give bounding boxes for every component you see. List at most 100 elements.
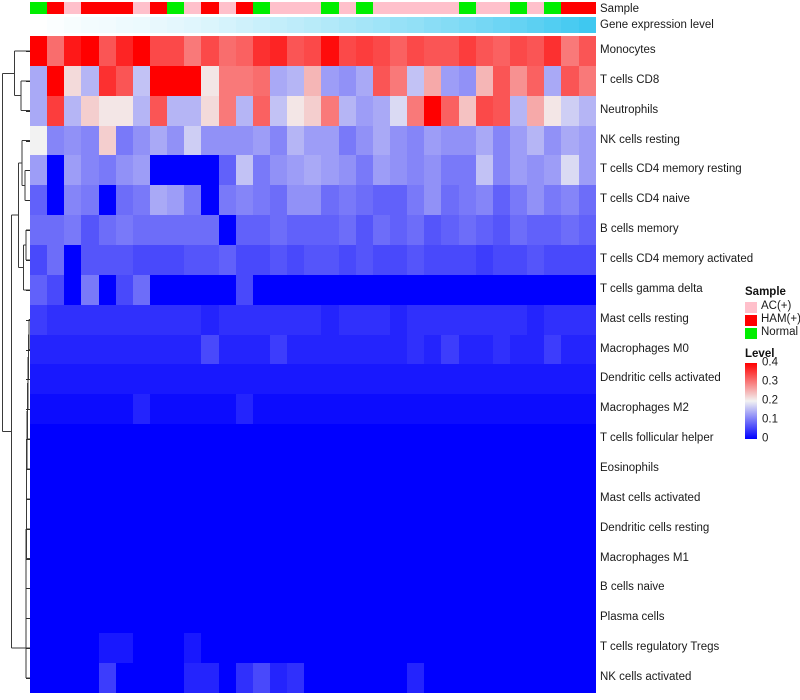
heatmap-cell (98, 215, 116, 246)
heatmap-cell (561, 155, 579, 186)
heatmap-cell (509, 245, 528, 275)
heatmap-cell (149, 454, 168, 484)
row-tick (26, 170, 30, 172)
gene-expression-annotation-cell (201, 17, 219, 33)
heatmap-cell (338, 155, 356, 186)
heatmap-cell (269, 215, 288, 246)
heatmap-cell (424, 663, 442, 693)
heatmap-cell (458, 95, 476, 126)
heatmap-cell (201, 483, 219, 514)
heatmap-cell (115, 65, 133, 96)
heatmap-cell (355, 95, 373, 126)
heatmap-cell (509, 483, 528, 514)
heatmap-cell (527, 424, 545, 455)
heatmap-cell (218, 603, 236, 634)
heatmap-cell (132, 334, 150, 365)
heatmap-cell (561, 304, 579, 335)
heatmap-cell (372, 364, 390, 395)
heatmap-cell (458, 274, 476, 305)
heatmap-cell (492, 364, 510, 395)
sample-annotation-cell (252, 2, 270, 14)
heatmap-cell (304, 483, 322, 514)
heatmap-cell (132, 125, 150, 156)
heatmap-cell (218, 155, 236, 186)
heatmap-cell (441, 513, 459, 544)
heatmap-cell (338, 274, 356, 305)
heatmap-cell (235, 334, 253, 365)
heatmap-cell (81, 245, 99, 275)
heatmap-cell (492, 155, 510, 186)
heatmap-cell (47, 543, 65, 574)
heatmap-cell (287, 513, 305, 544)
heatmap-cell (372, 454, 390, 484)
heatmap-cell (47, 245, 65, 275)
heatmap-row (30, 513, 596, 544)
heatmap-cell (304, 95, 322, 126)
sample-annotation-cell (509, 2, 528, 14)
heatmap-cell (304, 454, 322, 484)
heatmap-cell (287, 36, 305, 66)
heatmap-cell (287, 543, 305, 574)
heatmap-cell (98, 65, 116, 96)
sample-annotation-cell (218, 2, 236, 14)
heatmap-cell (269, 274, 288, 305)
heatmap-cell (475, 304, 493, 335)
sample-annotation-cell (201, 2, 219, 14)
heatmap-cell (132, 304, 150, 335)
heatmap-cell (132, 633, 150, 664)
heatmap-cell (98, 245, 116, 275)
heatmap-cell (544, 513, 562, 544)
heatmap-cell (389, 513, 408, 544)
heatmap-cell (492, 424, 510, 455)
heatmap-cell (47, 663, 65, 693)
row-label: Dendritic cells resting (600, 521, 710, 534)
gene-expression-annotation-cell (269, 17, 288, 33)
heatmap-cell (304, 424, 322, 455)
heatmap-cell (389, 603, 408, 634)
level-tick-mark (757, 438, 761, 440)
heatmap-cell (252, 215, 270, 246)
heatmap-cell (184, 454, 202, 484)
gene-expression-annotation-cell (509, 17, 528, 33)
heatmap-cell (355, 364, 373, 395)
gene-expression-annotation-cell (64, 17, 82, 33)
heatmap-cell (98, 454, 116, 484)
heatmap-cell (338, 95, 356, 126)
heatmap-cell (355, 304, 373, 335)
heatmap-cell (132, 36, 150, 66)
heatmap-cell (407, 394, 425, 425)
heatmap-cell (115, 304, 133, 335)
heatmap-cell (407, 125, 425, 156)
heatmap-cell (492, 95, 510, 126)
heatmap-cell (252, 424, 270, 455)
heatmap-cell (184, 663, 202, 693)
heatmap-cell (149, 394, 168, 425)
heatmap-cell (30, 95, 48, 126)
heatmap-cell (424, 543, 442, 574)
heatmap-cell (47, 95, 65, 126)
heatmap-cell (561, 483, 579, 514)
heatmap-cell (167, 513, 185, 544)
heatmap-cell (561, 215, 579, 246)
heatmap-cell (47, 454, 65, 484)
heatmap-cell (149, 603, 168, 634)
heatmap-cell (578, 95, 596, 126)
heatmap-cell (167, 215, 185, 246)
heatmap-cell (287, 483, 305, 514)
heatmap-cell (372, 573, 390, 604)
heatmap-cell (475, 513, 493, 544)
heatmap-cell (149, 663, 168, 693)
row-label: Macrophages M0 (600, 342, 689, 355)
row-label: T cells CD4 naive (600, 193, 690, 206)
heatmap-cell (304, 304, 322, 335)
heatmap-cell (218, 334, 236, 365)
heatmap-cell (30, 364, 48, 395)
heatmap-cell (201, 424, 219, 455)
heatmap-cell (509, 274, 528, 305)
heatmap-cell (167, 573, 185, 604)
heatmap-cell (407, 155, 425, 186)
heatmap-cell (407, 633, 425, 664)
heatmap-cell (372, 304, 390, 335)
heatmap-cell (167, 36, 185, 66)
heatmap-cell (167, 125, 185, 156)
